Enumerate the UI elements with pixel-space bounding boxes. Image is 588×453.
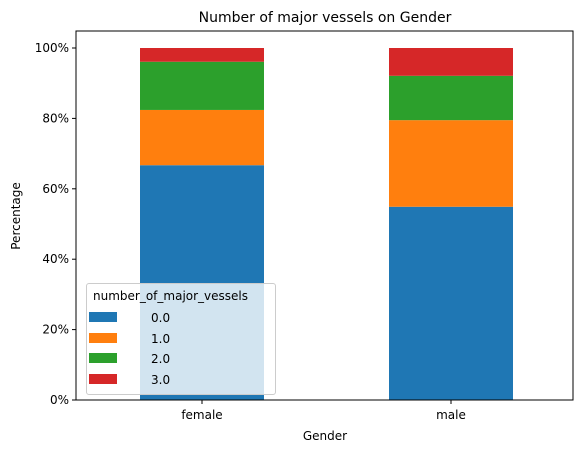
bar-segment-female-2.0 — [140, 61, 264, 110]
plot-frame — [75, 30, 574, 401]
legend-swatch — [89, 353, 117, 363]
legend-label: 3.0 — [151, 373, 171, 387]
x-axis-ticks: female male — [181, 400, 466, 422]
y-tick-label: 80% — [42, 111, 69, 125]
y-tick-label: 60% — [42, 182, 69, 196]
legend: number_of_major_vessels 0.0 1.0 2.0 3.0 — [86, 283, 276, 395]
legend-label: 2.0 — [151, 352, 171, 366]
bar-segment-male-3.0 — [389, 48, 513, 76]
x-tick-label: male — [436, 408, 466, 422]
bar-segment-male-1.0 — [389, 120, 513, 207]
y-tick-label: 0% — [50, 393, 69, 407]
bar-segment-male-0.0 — [389, 206, 513, 400]
legend-label: 1.0 — [151, 332, 171, 346]
y-axis-label: Percentage — [9, 182, 23, 250]
legend-swatch — [89, 333, 117, 343]
y-tick-label: 20% — [42, 323, 69, 337]
legend-label: 0.0 — [151, 311, 171, 325]
x-tick-label: female — [181, 408, 222, 422]
y-tick-label: 40% — [42, 252, 69, 266]
bar-segment-female-1.0 — [140, 109, 264, 166]
legend-swatch — [89, 374, 117, 384]
legend-title: number_of_major_vessels — [93, 289, 249, 303]
bar-segment-male-2.0 — [389, 75, 513, 121]
legend-swatch — [89, 312, 117, 322]
y-axis-ticks: 0% 20% 40% 60% 80% 100% — [35, 41, 76, 407]
bar-segment-female-3.0 — [140, 48, 264, 62]
x-axis-label: Gender — [303, 429, 347, 443]
y-tick-label: 100% — [35, 41, 69, 55]
chart-title: Number of major vessels on Gender — [199, 10, 452, 26]
